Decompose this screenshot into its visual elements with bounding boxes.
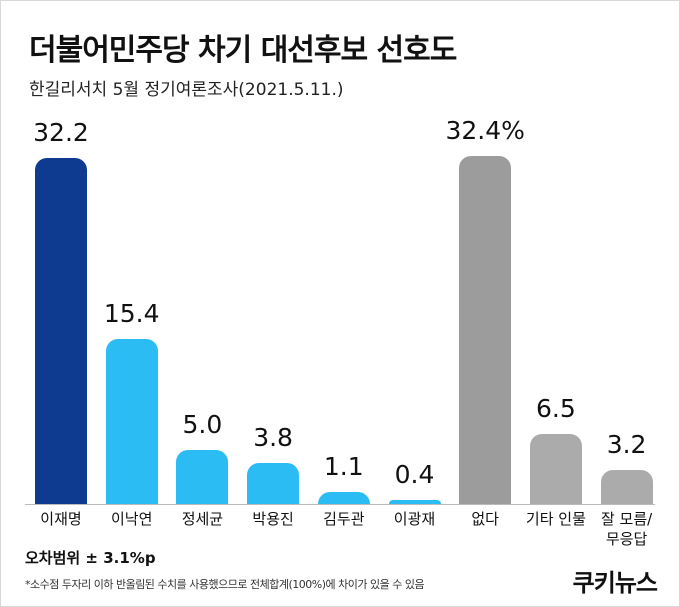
value-label: 6.5 [536,394,576,424]
footnote: *소수점 두자리 이하 반올림된 수치를 사용했으므로 전체합계(100%)에 … [25,578,425,591]
value-label: 3.8 [253,423,293,453]
x-tick-label: 잘 모름/ 무응답 [600,510,653,548]
source-logo: 쿠키뉴스 [572,569,658,597]
value-label: 5.0 [182,410,223,440]
bar [247,463,300,504]
value-label: 1.1 [323,452,364,482]
chart-subtitle: 한길리서치 5월 정기여론조사(2021.5.11.) [29,80,344,100]
bar [388,499,441,504]
x-tick-label: 이재명 [40,510,82,528]
bar [317,492,370,504]
bar [105,338,158,504]
value-label: 3.2 [606,429,647,459]
bar [529,434,582,504]
chart-title: 더불어민주당 차기 대선후보 선호도 [29,33,457,68]
x-tick-label: 박용진 [252,510,294,528]
x-tick-label: 이광재 [393,510,436,528]
value-label: 15.4 [103,298,160,328]
bar [35,158,87,504]
value-label: 32.2 [33,118,89,148]
x-tick-label: 없다 [471,510,499,528]
margin-of-error: 오차범위 ± 3.1%p [25,549,156,567]
x-tick-label: 정세균 [181,510,224,528]
value-label: 32.4% [445,116,525,145]
value-label: 0.4 [394,459,435,489]
bar [600,469,653,504]
baseline [25,504,655,505]
x-tick-label: 김두관 [323,510,365,528]
bar [459,156,512,504]
x-tick-label: 기타 인물 [525,510,586,528]
x-tick-label: 이낙연 [110,510,153,528]
bar [176,450,229,504]
